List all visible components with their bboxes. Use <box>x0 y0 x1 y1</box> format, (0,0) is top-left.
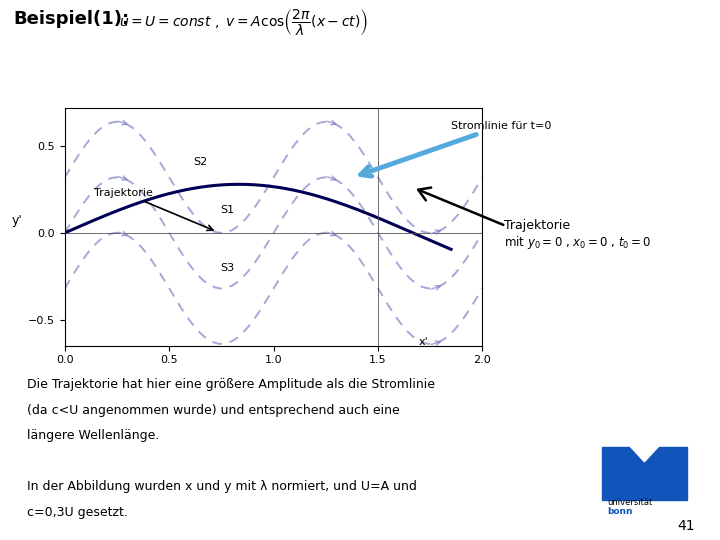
Text: c=0,3U gesetzt.: c=0,3U gesetzt. <box>27 506 127 519</box>
Text: (da c<U angenommen wurde) und entsprechend auch eine: (da c<U angenommen wurde) und entspreche… <box>27 404 400 417</box>
Text: Trajektorie: Trajektorie <box>94 187 213 231</box>
Text: Trajektorie: Trajektorie <box>504 219 570 233</box>
Y-axis label: y': y' <box>12 214 22 227</box>
Text: längere Wellenlänge.: längere Wellenlänge. <box>27 429 159 442</box>
Text: Stromlinie für t=0: Stromlinie für t=0 <box>361 121 552 176</box>
Text: mit $y_0=0$ , $x_0=0$ , $t_0=0$: mit $y_0=0$ , $x_0=0$ , $t_0=0$ <box>504 234 652 251</box>
Text: Beispiel(1):: Beispiel(1): <box>13 10 129 28</box>
Text: In der Abbildung wurden x und y mit λ normiert, und U=A und: In der Abbildung wurden x und y mit λ no… <box>27 481 416 494</box>
Bar <box>602 447 686 500</box>
Text: Die Trajektorie hat hier eine größere Amplitude als die Stromlinie: Die Trajektorie hat hier eine größere Am… <box>27 378 435 392</box>
Text: bonn: bonn <box>607 507 632 516</box>
Text: universität: universität <box>607 498 652 507</box>
Text: S2: S2 <box>194 157 207 167</box>
Text: x': x' <box>419 337 429 347</box>
Text: S3: S3 <box>220 262 235 273</box>
Text: $u = U = const \ , \ v = A\cos\!\left(\dfrac{2\pi}{\lambda}(x-ct)\right)$: $u = U = const \ , \ v = A\cos\!\left(\d… <box>119 6 368 37</box>
Text: 41: 41 <box>678 519 695 534</box>
Polygon shape <box>631 447 658 462</box>
Text: S1: S1 <box>220 205 235 215</box>
